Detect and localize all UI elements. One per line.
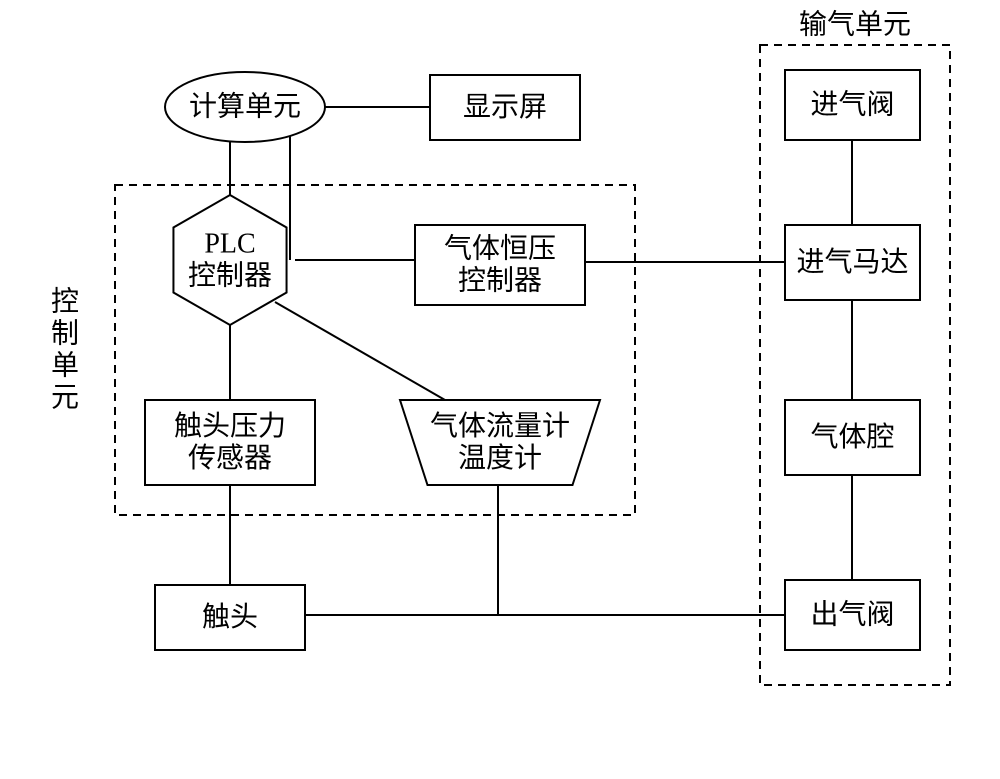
svg-text:气体流量计: 气体流量计 bbox=[430, 410, 570, 442]
svg-text:单: 单 bbox=[51, 350, 79, 382]
svg-text:显示屏: 显示屏 bbox=[463, 92, 547, 123]
gas-unit-title: 输气单元 bbox=[799, 9, 911, 41]
svg-text:温度计: 温度计 bbox=[458, 442, 542, 474]
svg-text:进气马达: 进气马达 bbox=[796, 246, 908, 278]
svg-text:出气阀: 出气阀 bbox=[810, 599, 894, 631]
svg-text:触头压力: 触头压力 bbox=[174, 410, 286, 442]
svg-text:控: 控 bbox=[51, 286, 79, 318]
svg-text:传感器: 传感器 bbox=[188, 442, 272, 474]
svg-text:进气阀: 进气阀 bbox=[810, 89, 894, 121]
svg-text:控制器: 控制器 bbox=[458, 265, 542, 297]
svg-text:控制器: 控制器 bbox=[188, 260, 272, 292]
svg-text:触头: 触头 bbox=[202, 601, 258, 633]
svg-text:气体恒压: 气体恒压 bbox=[444, 233, 556, 265]
diagram-canvas: 计算单元显示屏进气阀PLC控制器气体恒压控制器进气马达触头压力传感器气体流量计温… bbox=[0, 0, 1000, 779]
svg-text:制: 制 bbox=[51, 318, 79, 350]
svg-text:元: 元 bbox=[51, 383, 79, 414]
svg-text:计算单元: 计算单元 bbox=[189, 91, 301, 123]
svg-text:PLC: PLC bbox=[204, 229, 255, 260]
svg-text:气体腔: 气体腔 bbox=[810, 421, 894, 453]
